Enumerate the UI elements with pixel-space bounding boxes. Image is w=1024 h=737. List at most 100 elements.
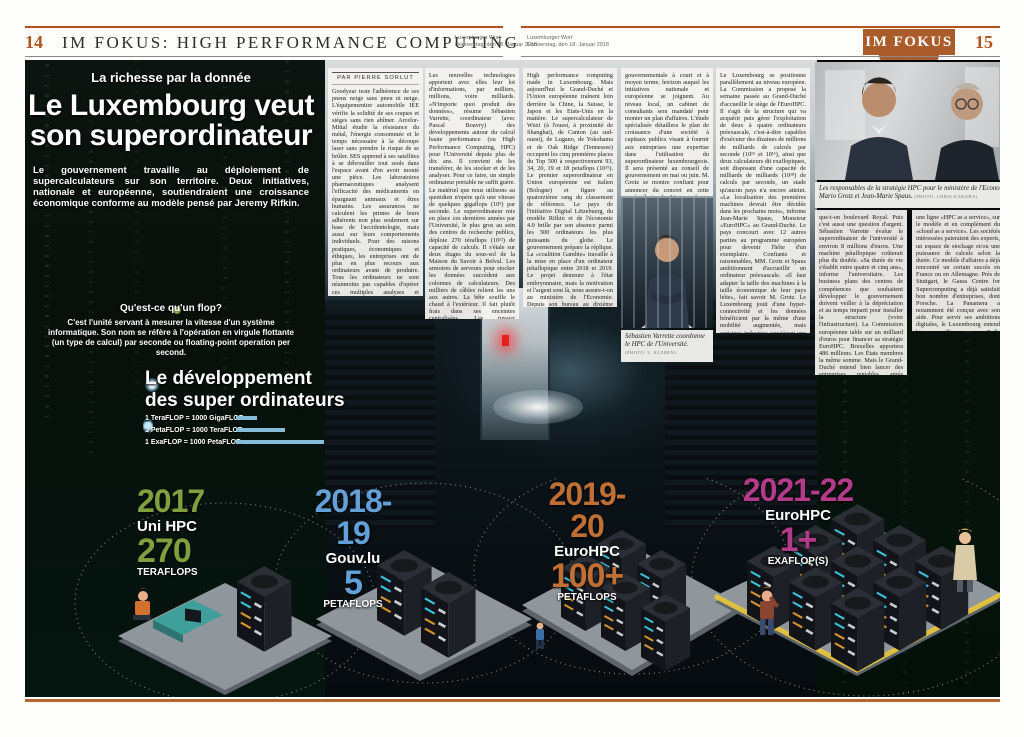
matrix-glyphs: 0 1 1 0 1 0 0 1 0 1 1 0 0 1 0 1 1 0 1 0 … bbox=[221, 76, 227, 432]
legend-label: 1 ExaFLOP = 1000 PetaFLOPs bbox=[145, 438, 245, 446]
milestone-2019-20: 2019-20 EuroHPC 100+ PETAFLOPS bbox=[535, 478, 639, 604]
footer-rule bbox=[25, 699, 1000, 702]
section-badge-tab bbox=[879, 55, 939, 64]
infographic-title-line-2: des super ordinateurs bbox=[145, 390, 345, 411]
article-text: que-t-on boulevard Royal. Puis c'est aus… bbox=[819, 214, 903, 375]
blue-led-light bbox=[145, 378, 159, 392]
timeline-illustration bbox=[74, 478, 1000, 697]
legend-row-petaflop: 1 PetaFLOP = 1000 TeraFLOPs bbox=[145, 424, 385, 436]
milestone-2021-22: 2021-22 EuroHPC 1+ EXAFLOP(S) bbox=[728, 474, 868, 568]
milestone-year: 2019-20 bbox=[548, 476, 627, 544]
photo-grotz-spaus bbox=[815, 62, 1000, 180]
milestone-value: 270 bbox=[137, 532, 192, 570]
article-column-6: que-t-on boulevard Royal. Puis c'est aus… bbox=[815, 210, 907, 375]
platform-2021-22 bbox=[713, 502, 1000, 676]
spread-collage: 0 1 1 0 1 0 0 1 0 1 1 0 0 1 0 1 1 0 1 0 … bbox=[25, 60, 1000, 697]
standfirst: Le gouvernement travaille au déploiement… bbox=[33, 165, 309, 209]
legend-label: 1 PetaFLOP = 1000 TeraFLOPs bbox=[145, 426, 247, 434]
article-text: gouvernementale à court et à moyen terme… bbox=[625, 72, 709, 196]
legend-row-teraflop: 1 TeraFLOP = 1000 GigaFLOPs bbox=[145, 412, 385, 424]
milestone-unit: EXAFLOP(S) bbox=[767, 556, 829, 567]
kicker: La richesse par la donnée bbox=[91, 70, 251, 85]
milestone-year: 2017 bbox=[137, 483, 205, 519]
matrix-glyphs: 0 1 1 0 1 0 0 1 0 1 1 0 0 1 0 1 1 0 1 0 … bbox=[841, 330, 847, 686]
worker-figure bbox=[760, 586, 780, 635]
matrix-glyphs: 0 1 1 0 1 0 0 1 0 1 1 0 0 1 0 1 1 0 1 0 … bbox=[963, 330, 969, 686]
masthead-date-right: Luxemburger Wort Donnerstag, den 18. Jan… bbox=[527, 35, 609, 49]
headline: Le Luxembourg veut son superordinateur bbox=[25, 91, 317, 151]
flop-box-body: C'est l'unité servant à mesurer la vites… bbox=[48, 318, 294, 357]
lead-block: La richesse par la donnée Le Luxembourg … bbox=[25, 70, 317, 209]
infographic-title: Le développement des super ordinateurs bbox=[145, 368, 385, 412]
corridor-floor-light bbox=[493, 390, 583, 424]
section-title: IM FOKUS: HIGH PERFORMANCE COMPUTING bbox=[62, 33, 520, 52]
milestone-year: 2021-22 bbox=[742, 472, 854, 508]
milestone-year: 2018-19 bbox=[314, 483, 393, 551]
platform-2018-19 bbox=[316, 548, 532, 681]
matrix-glyphs: 0 1 1 0 1 0 0 1 0 1 1 0 0 1 0 1 1 0 1 0 … bbox=[43, 64, 49, 420]
legend-row-exaflop: 1 ExaFLOP = 1000 PetaFLOPs bbox=[145, 436, 385, 448]
article-text: Goodyear teste l'adhérence de ses pneus … bbox=[332, 88, 419, 296]
two-men-silhouettes bbox=[825, 67, 999, 180]
legend-bar bbox=[236, 440, 324, 444]
article-column-3: High performance computing made in Luxem… bbox=[523, 68, 617, 307]
matrix-glyphs: 0 1 1 0 1 0 0 1 0 1 1 0 0 1 0 1 1 0 1 0 … bbox=[283, 60, 289, 386]
platform-2017 bbox=[118, 564, 332, 695]
photo-credit: (PHOTO: L. KLEREN) bbox=[625, 350, 677, 355]
article-column-4: gouvernementale à court et à moyen terme… bbox=[621, 68, 713, 196]
blue-led-light-2 bbox=[143, 418, 153, 434]
milestone-unit: PETAFLOPS bbox=[323, 599, 383, 610]
milestone-name: Gouv.lu bbox=[325, 550, 381, 567]
article-column-2: Les nouvelles technologies apportent ave… bbox=[425, 68, 519, 319]
page-number-right: 15 bbox=[975, 32, 993, 52]
milestone-2018-19: 2018-19 Gouv.lu 5 PETAFLOPS bbox=[301, 485, 405, 611]
infographic-title-line-1: Le développement bbox=[145, 368, 312, 389]
server-rack-wall-left bbox=[325, 310, 435, 530]
article-column-1: PAR PIERRE SORLUT Goodyear teste l'adhér… bbox=[328, 68, 423, 296]
header-underline-left bbox=[25, 56, 503, 57]
masthead-left: Luxemburger Wort bbox=[455, 35, 501, 41]
legend-label: 1 TeraFLOP = 1000 GigaFLOPs bbox=[145, 414, 248, 422]
milestone-2017: 2017 Uni HPC 270 TERAFLOPS bbox=[137, 485, 257, 579]
flops-legend: 1 TeraFLOP = 1000 GigaFLOPs 1 PetaFLOP =… bbox=[145, 412, 385, 448]
legend-bar bbox=[236, 428, 285, 432]
matrix-glyphs: 0 1 1 0 1 0 0 1 0 1 1 0 0 1 0 1 1 0 1 0 … bbox=[133, 60, 139, 396]
masthead-date-left: Luxemburger Wort Donnerstag, den 18. Jan… bbox=[455, 35, 537, 49]
article-text: Le Luxembourg se positionne parallèlemen… bbox=[720, 72, 806, 333]
milestone-name: EuroHPC bbox=[765, 507, 831, 524]
caption-text: Les responsables de la stratégie HPC pou… bbox=[819, 185, 1000, 200]
milestone-name: EuroHPC bbox=[554, 543, 620, 560]
headline-line-1: Le Luxembourg veut bbox=[27, 89, 315, 122]
article-column-7: une ligne «HPC as a service», sur le mod… bbox=[912, 210, 1000, 331]
platform-2019-20 bbox=[522, 528, 742, 676]
header-rule-left bbox=[25, 26, 503, 28]
legend-bar bbox=[236, 416, 257, 420]
visitor-figure bbox=[953, 528, 977, 592]
caption-ministry: Les responsables de la stratégie HPC pou… bbox=[815, 182, 1000, 208]
article-column-5: Le Luxembourg se positionne parallèlemen… bbox=[716, 68, 810, 333]
section-badge: IM FOKUS bbox=[863, 29, 955, 55]
flop-definition-box: Qu'est-ce qu'un flop? C'est l'unité serv… bbox=[25, 303, 317, 358]
headline-line-2: son superordinateur bbox=[29, 119, 313, 152]
header-underline-right bbox=[521, 56, 1000, 57]
article-text: Les nouvelles technologies apportent ave… bbox=[429, 72, 515, 319]
date-left: Donnerstag, den 18. Januar 2018 bbox=[455, 42, 537, 48]
red-indicator-light bbox=[502, 335, 509, 346]
milestone-unit: TERAFLOPS bbox=[137, 567, 198, 578]
matrix-glyphs: 0 1 1 0 1 0 0 1 0 1 1 0 0 1 0 1 1 0 1 0 … bbox=[87, 100, 93, 456]
portrait-silhouette bbox=[641, 234, 693, 328]
article-text: High performance computing made in Luxem… bbox=[527, 72, 613, 307]
article-text: une ligne «HPC as a service», sur le mod… bbox=[916, 214, 1000, 331]
milestone-value: 100+ bbox=[550, 557, 625, 595]
green-led-light bbox=[173, 306, 181, 314]
caption-text: Sébastien Varrette coordonne le HPC de l… bbox=[625, 333, 705, 348]
milestone-unit: PETAFLOPS bbox=[557, 592, 617, 603]
header-rule-right bbox=[521, 26, 1000, 28]
server-corridor-streaks bbox=[621, 198, 713, 328]
milestone-name: Uni HPC bbox=[137, 518, 197, 535]
flop-box-title: Qu'est-ce qu'un flop? bbox=[120, 303, 222, 314]
masthead-right: Luxemburger Wort bbox=[527, 35, 573, 41]
date-right: Donnerstag, den 18. Januar 2018 bbox=[527, 42, 609, 48]
milestone-value: 5 bbox=[344, 564, 363, 602]
